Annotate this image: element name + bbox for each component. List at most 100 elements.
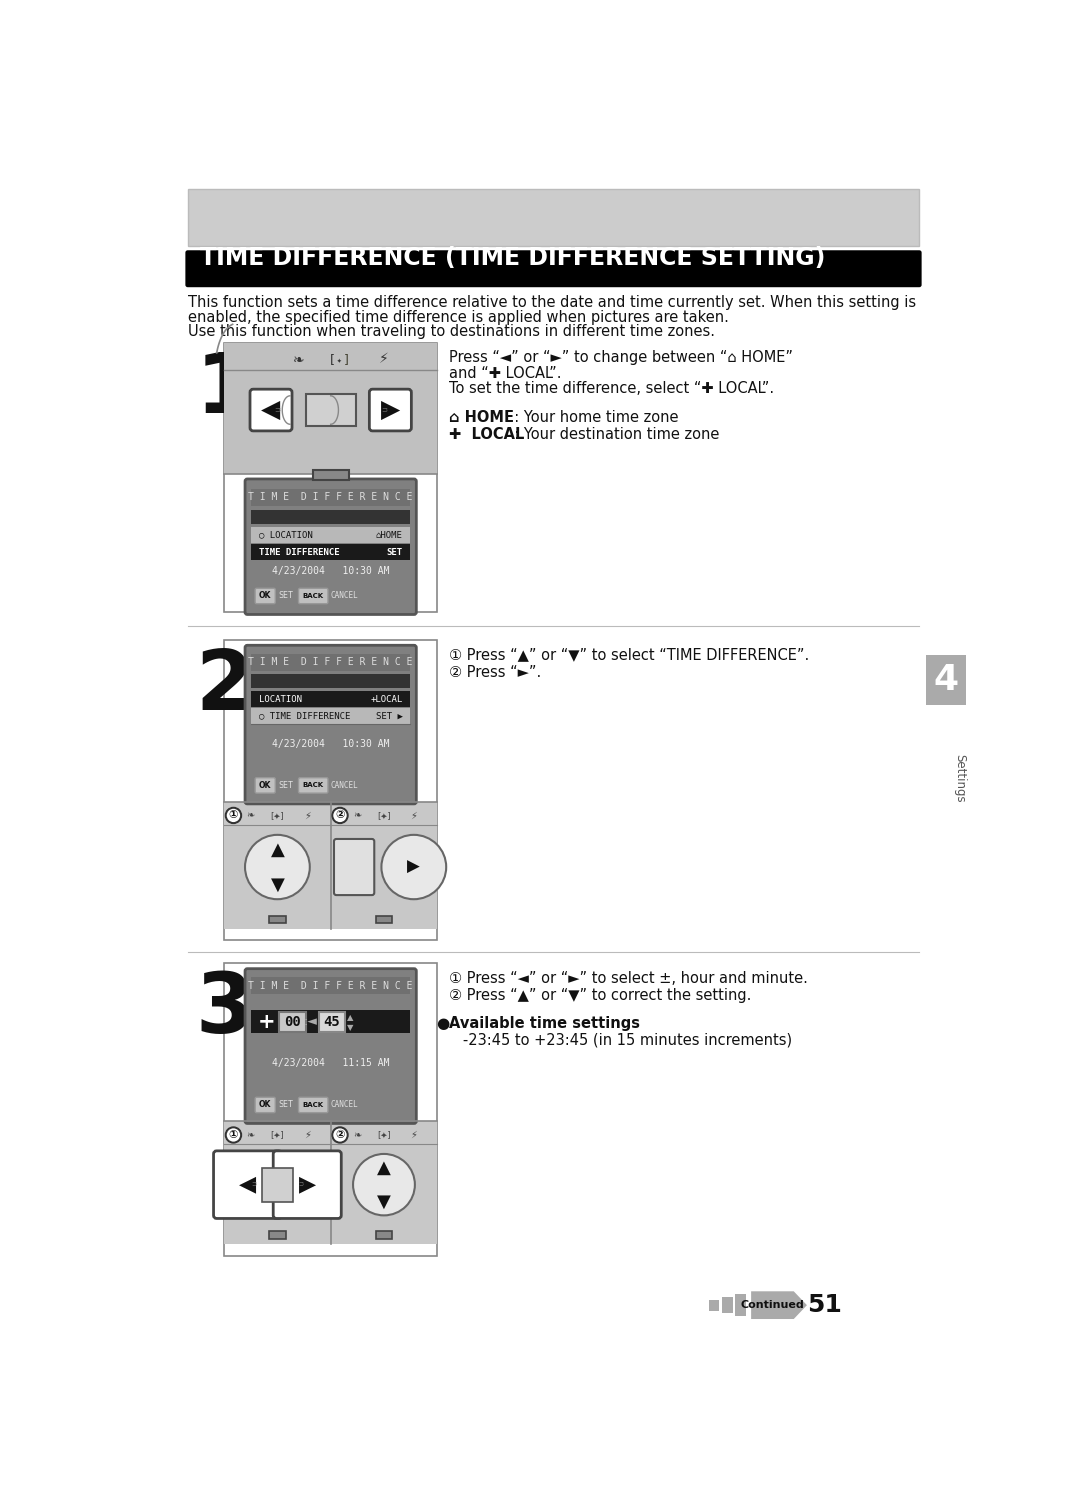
Text: ①: ① <box>229 810 238 820</box>
FancyBboxPatch shape <box>313 470 349 480</box>
Text: Available time settings: Available time settings <box>449 1016 639 1030</box>
FancyBboxPatch shape <box>245 968 416 1123</box>
FancyBboxPatch shape <box>926 656 966 706</box>
FancyBboxPatch shape <box>255 778 275 793</box>
FancyBboxPatch shape <box>252 510 410 523</box>
Text: ❧: ❧ <box>353 810 362 820</box>
Text: ▼: ▼ <box>377 1193 391 1211</box>
FancyBboxPatch shape <box>252 489 410 505</box>
Text: ▼: ▼ <box>270 876 284 894</box>
FancyBboxPatch shape <box>252 528 410 543</box>
FancyBboxPatch shape <box>376 1231 392 1240</box>
Text: ᴝ: ᴝ <box>252 1182 256 1188</box>
Text: +: + <box>258 1012 275 1031</box>
Text: ●: ● <box>436 1016 449 1030</box>
FancyBboxPatch shape <box>252 674 410 688</box>
Text: ᴝ: ᴝ <box>381 406 388 415</box>
FancyBboxPatch shape <box>245 480 416 614</box>
Text: BACK: BACK <box>302 593 324 599</box>
FancyBboxPatch shape <box>255 588 275 603</box>
FancyBboxPatch shape <box>255 1098 275 1113</box>
Text: ①: ① <box>229 1129 238 1140</box>
FancyBboxPatch shape <box>225 639 437 939</box>
FancyBboxPatch shape <box>273 1151 341 1218</box>
Text: To set the time difference, select “✚ LOCAL”.: To set the time difference, select “✚ LO… <box>449 382 774 397</box>
Text: Continued: Continued <box>740 1300 804 1310</box>
FancyBboxPatch shape <box>330 802 437 929</box>
Text: SET: SET <box>279 781 294 790</box>
Text: TIME DIFFERENCE: TIME DIFFERENCE <box>259 547 339 556</box>
Text: ✦: ✦ <box>337 359 342 363</box>
Text: 4/23/2004   10:30 AM: 4/23/2004 10:30 AM <box>272 739 390 749</box>
Text: ▲: ▲ <box>347 1013 354 1022</box>
FancyBboxPatch shape <box>319 1012 345 1031</box>
Text: 4: 4 <box>933 664 958 697</box>
FancyBboxPatch shape <box>269 1231 285 1240</box>
FancyBboxPatch shape <box>298 588 328 603</box>
Text: BACK: BACK <box>302 1102 324 1108</box>
Text: T I M E  D I F F E R E N C E: T I M E D I F F E R E N C E <box>248 493 413 502</box>
Text: SET ▶: SET ▶ <box>376 712 403 721</box>
Circle shape <box>353 1154 415 1215</box>
Text: Use this function when traveling to destinations in different time zones.: Use this function when traveling to dest… <box>188 324 715 339</box>
Text: ▲: ▲ <box>377 1158 391 1176</box>
Circle shape <box>226 1128 241 1143</box>
Text: 00: 00 <box>284 1015 300 1028</box>
Text: ⌂HOME: ⌂HOME <box>376 531 403 540</box>
Text: 3: 3 <box>195 970 254 1051</box>
Text: ②: ② <box>335 1129 345 1140</box>
Text: ❧: ❧ <box>246 810 255 820</box>
FancyBboxPatch shape <box>225 342 437 612</box>
Text: [✦]: [✦] <box>271 1131 284 1140</box>
Polygon shape <box>751 1291 807 1320</box>
Circle shape <box>245 835 310 899</box>
FancyBboxPatch shape <box>252 692 410 707</box>
Text: ⚡: ⚡ <box>410 810 417 820</box>
FancyBboxPatch shape <box>186 250 921 287</box>
Text: ᴝ: ᴝ <box>298 1182 303 1188</box>
Text: ⚡: ⚡ <box>410 1129 417 1140</box>
Text: ① Press “▲” or “▼” to select “TIME DIFFERENCE”.: ① Press “▲” or “▼” to select “TIME DIFFE… <box>449 647 809 662</box>
Text: T I M E  D I F F E R E N C E: T I M E D I F F E R E N C E <box>248 657 413 667</box>
Text: ◀: ◀ <box>261 398 281 422</box>
Text: ❧: ❧ <box>353 1129 362 1140</box>
FancyBboxPatch shape <box>369 389 411 431</box>
FancyBboxPatch shape <box>708 1300 719 1310</box>
Text: SET: SET <box>387 547 403 556</box>
Text: LOCATION: LOCATION <box>259 695 302 704</box>
FancyBboxPatch shape <box>330 1120 437 1244</box>
Text: OK: OK <box>259 781 271 790</box>
Text: OK: OK <box>259 591 271 600</box>
FancyBboxPatch shape <box>252 544 410 559</box>
Text: : Your destination time zone: : Your destination time zone <box>504 427 719 442</box>
Text: and “✚ LOCAL”.: and “✚ LOCAL”. <box>449 366 562 380</box>
Circle shape <box>226 808 241 823</box>
Text: ▼: ▼ <box>347 1024 354 1033</box>
Text: ② Press “▲” or “▼” to correct the setting.: ② Press “▲” or “▼” to correct the settin… <box>449 988 752 1003</box>
FancyBboxPatch shape <box>245 645 416 804</box>
FancyBboxPatch shape <box>298 778 328 793</box>
Text: [✦]: [✦] <box>377 811 391 820</box>
FancyBboxPatch shape <box>306 394 355 425</box>
FancyBboxPatch shape <box>279 1012 306 1031</box>
Circle shape <box>381 835 446 899</box>
Text: SET: SET <box>279 591 294 600</box>
Text: TIME DIFFERENCE (TIME DIFFERENCE SETTING): TIME DIFFERENCE (TIME DIFFERENCE SETTING… <box>200 246 825 270</box>
FancyBboxPatch shape <box>252 977 410 994</box>
FancyBboxPatch shape <box>214 1151 282 1218</box>
FancyBboxPatch shape <box>225 1120 330 1244</box>
FancyBboxPatch shape <box>225 964 437 1256</box>
Text: ❧: ❧ <box>293 353 305 366</box>
Text: ▶: ▶ <box>381 398 400 422</box>
FancyBboxPatch shape <box>225 342 437 474</box>
Text: ▶: ▶ <box>407 858 420 876</box>
FancyBboxPatch shape <box>252 709 410 724</box>
FancyBboxPatch shape <box>269 915 285 923</box>
Text: Press “◄” or “►” to change between “⌂ HOME”: Press “◄” or “►” to change between “⌂ HO… <box>449 350 793 365</box>
Text: CANCEL: CANCEL <box>330 781 359 790</box>
FancyBboxPatch shape <box>334 838 375 896</box>
Text: Settings: Settings <box>954 754 967 802</box>
Text: BACK: BACK <box>302 783 324 789</box>
Text: [✦]: [✦] <box>377 1131 391 1140</box>
FancyBboxPatch shape <box>376 915 392 923</box>
